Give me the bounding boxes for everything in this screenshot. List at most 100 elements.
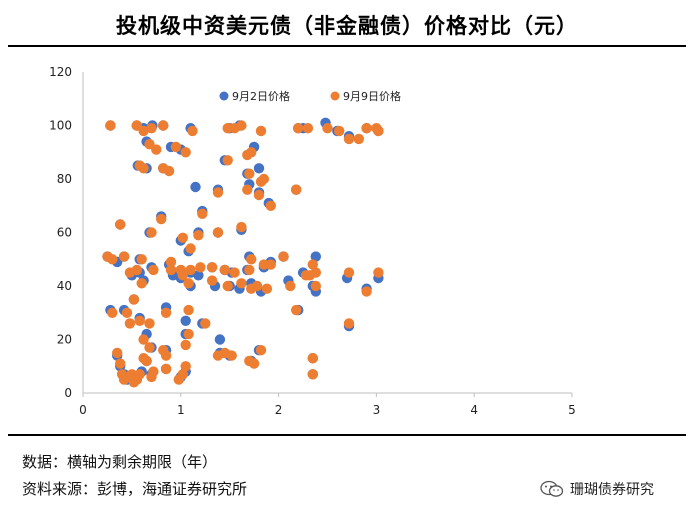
data-point-sep9 [187, 125, 198, 137]
data-point-sep9 [291, 184, 302, 195]
data-point-sep9 [160, 350, 172, 361]
x-tick-label: 0 [79, 403, 87, 417]
data-point-sep9 [177, 369, 188, 380]
data-point-sep9 [322, 123, 333, 134]
y-tick-label: 120 [49, 65, 72, 79]
data-point-sep9 [185, 243, 196, 254]
data-point-sep9 [212, 187, 224, 198]
data-point-sep9 [180, 361, 191, 372]
y-tick-label: 20 [57, 333, 72, 347]
data-point-sep9 [193, 230, 204, 241]
data-point-sep9 [195, 262, 206, 273]
series-sep9 [102, 120, 384, 388]
data-point-sep9 [165, 264, 177, 276]
data-point-sep9 [226, 350, 237, 361]
data-point-sep9 [222, 155, 233, 166]
data-point-sep9 [183, 328, 194, 340]
data-point-sep9 [160, 363, 172, 375]
data-point-sep9 [246, 254, 257, 265]
data-point-sep9 [107, 307, 118, 318]
data-point-sep9 [197, 208, 208, 219]
data-point-sep9 [302, 123, 314, 134]
title-divider [8, 45, 686, 47]
x-tick-label: 1 [177, 403, 185, 417]
data-point-sep9 [343, 318, 355, 329]
data-point-sep9 [307, 353, 318, 364]
data-point-sep9 [163, 165, 175, 177]
data-point-sep9 [118, 251, 130, 262]
data-point-sep9 [251, 280, 263, 292]
data-point-sep9 [138, 163, 149, 174]
data-point-sep9 [248, 358, 260, 369]
chart-title: 投机级中资美元债（非金融债）价格对比（元） [116, 13, 578, 38]
data-point-sep2 [190, 181, 201, 193]
data-point-sep9 [307, 369, 318, 380]
data-point-sep9 [180, 339, 191, 351]
y-tick-label: 80 [57, 172, 72, 186]
data-point-sep9 [236, 278, 247, 289]
source-note: 资料来源：彭博，海通证券研究所 [22, 480, 248, 498]
data-point-sep9 [138, 334, 149, 345]
x-axis-ticks: 0 1 2 3 4 5 [79, 393, 576, 417]
data-point-sep9 [156, 213, 167, 225]
x-tick-label: 5 [568, 403, 576, 417]
data-point-sep9 [343, 267, 355, 278]
data-point-sep9 [278, 251, 289, 262]
scatter-chart: 0 20 40 60 80 100 120 0 1 2 3 4 5 9月2日价格 9月9日价格 [49, 65, 576, 417]
x-tick-label: 2 [275, 403, 283, 417]
data-point-sep9 [160, 307, 172, 318]
data-point-sep9 [261, 283, 273, 294]
x-tick-label: 3 [373, 403, 381, 417]
data-point-sep9 [229, 267, 240, 278]
y-tick-label: 60 [57, 226, 72, 240]
data-point-sep2 [193, 270, 204, 281]
watermark: 珊瑚债券研究 [540, 479, 654, 499]
data-point-sep9 [134, 369, 145, 380]
data-point-sep9 [244, 168, 255, 179]
data-point-sep9 [307, 259, 318, 270]
data-point-sep9 [258, 173, 270, 185]
data-point-sep9 [236, 120, 247, 131]
data-point-sep9 [244, 264, 255, 276]
data-point-sep9 [165, 256, 177, 268]
data-point-sep9 [148, 264, 159, 276]
data-point-sep9 [242, 184, 253, 195]
data-point-sep9 [222, 280, 233, 292]
footer-divider [8, 434, 686, 436]
data-point-sep9 [112, 347, 123, 359]
data-point-sep9 [146, 123, 157, 134]
data-point-sep9 [361, 286, 372, 297]
data-point-sep9 [177, 270, 188, 281]
data-point-sep9 [285, 280, 296, 292]
data-point-sep9 [310, 280, 321, 292]
data-point-sep9 [304, 270, 316, 281]
data-point-sep9 [144, 342, 155, 353]
data-point-sep9 [177, 232, 188, 243]
data-point-sep9 [151, 144, 162, 155]
data-point-sep9 [115, 358, 126, 369]
data-point-sep9 [242, 149, 253, 161]
legend-label-sep9: 9月9日价格 [343, 89, 401, 103]
axes [82, 72, 572, 394]
wechat-icon [540, 480, 564, 497]
y-tick-label: 0 [64, 386, 72, 400]
data-point-sep9 [183, 304, 194, 316]
data-point-sep9 [144, 318, 155, 329]
data-point-sep9 [353, 133, 364, 145]
data-point-sep2 [253, 163, 265, 174]
data-point-sep9 [206, 262, 218, 273]
data-point-sep9 [128, 294, 140, 305]
data-point-sep9 [206, 275, 218, 286]
data-point-sep9 [146, 227, 157, 238]
data-point-sep9 [138, 125, 149, 137]
data-point-sep9 [361, 123, 372, 134]
data-point-sep9 [141, 355, 152, 367]
data-point-sep9 [148, 366, 159, 377]
data-point-sep9 [107, 254, 118, 265]
data-point-sep9 [212, 227, 224, 238]
chart-legend: 9月2日价格 9月9日价格 [219, 89, 401, 103]
data-point-sep9 [265, 200, 276, 211]
data-point-sep9 [293, 123, 304, 134]
data-point-sep9 [253, 189, 265, 201]
legend-marker-sep9 [330, 91, 340, 101]
